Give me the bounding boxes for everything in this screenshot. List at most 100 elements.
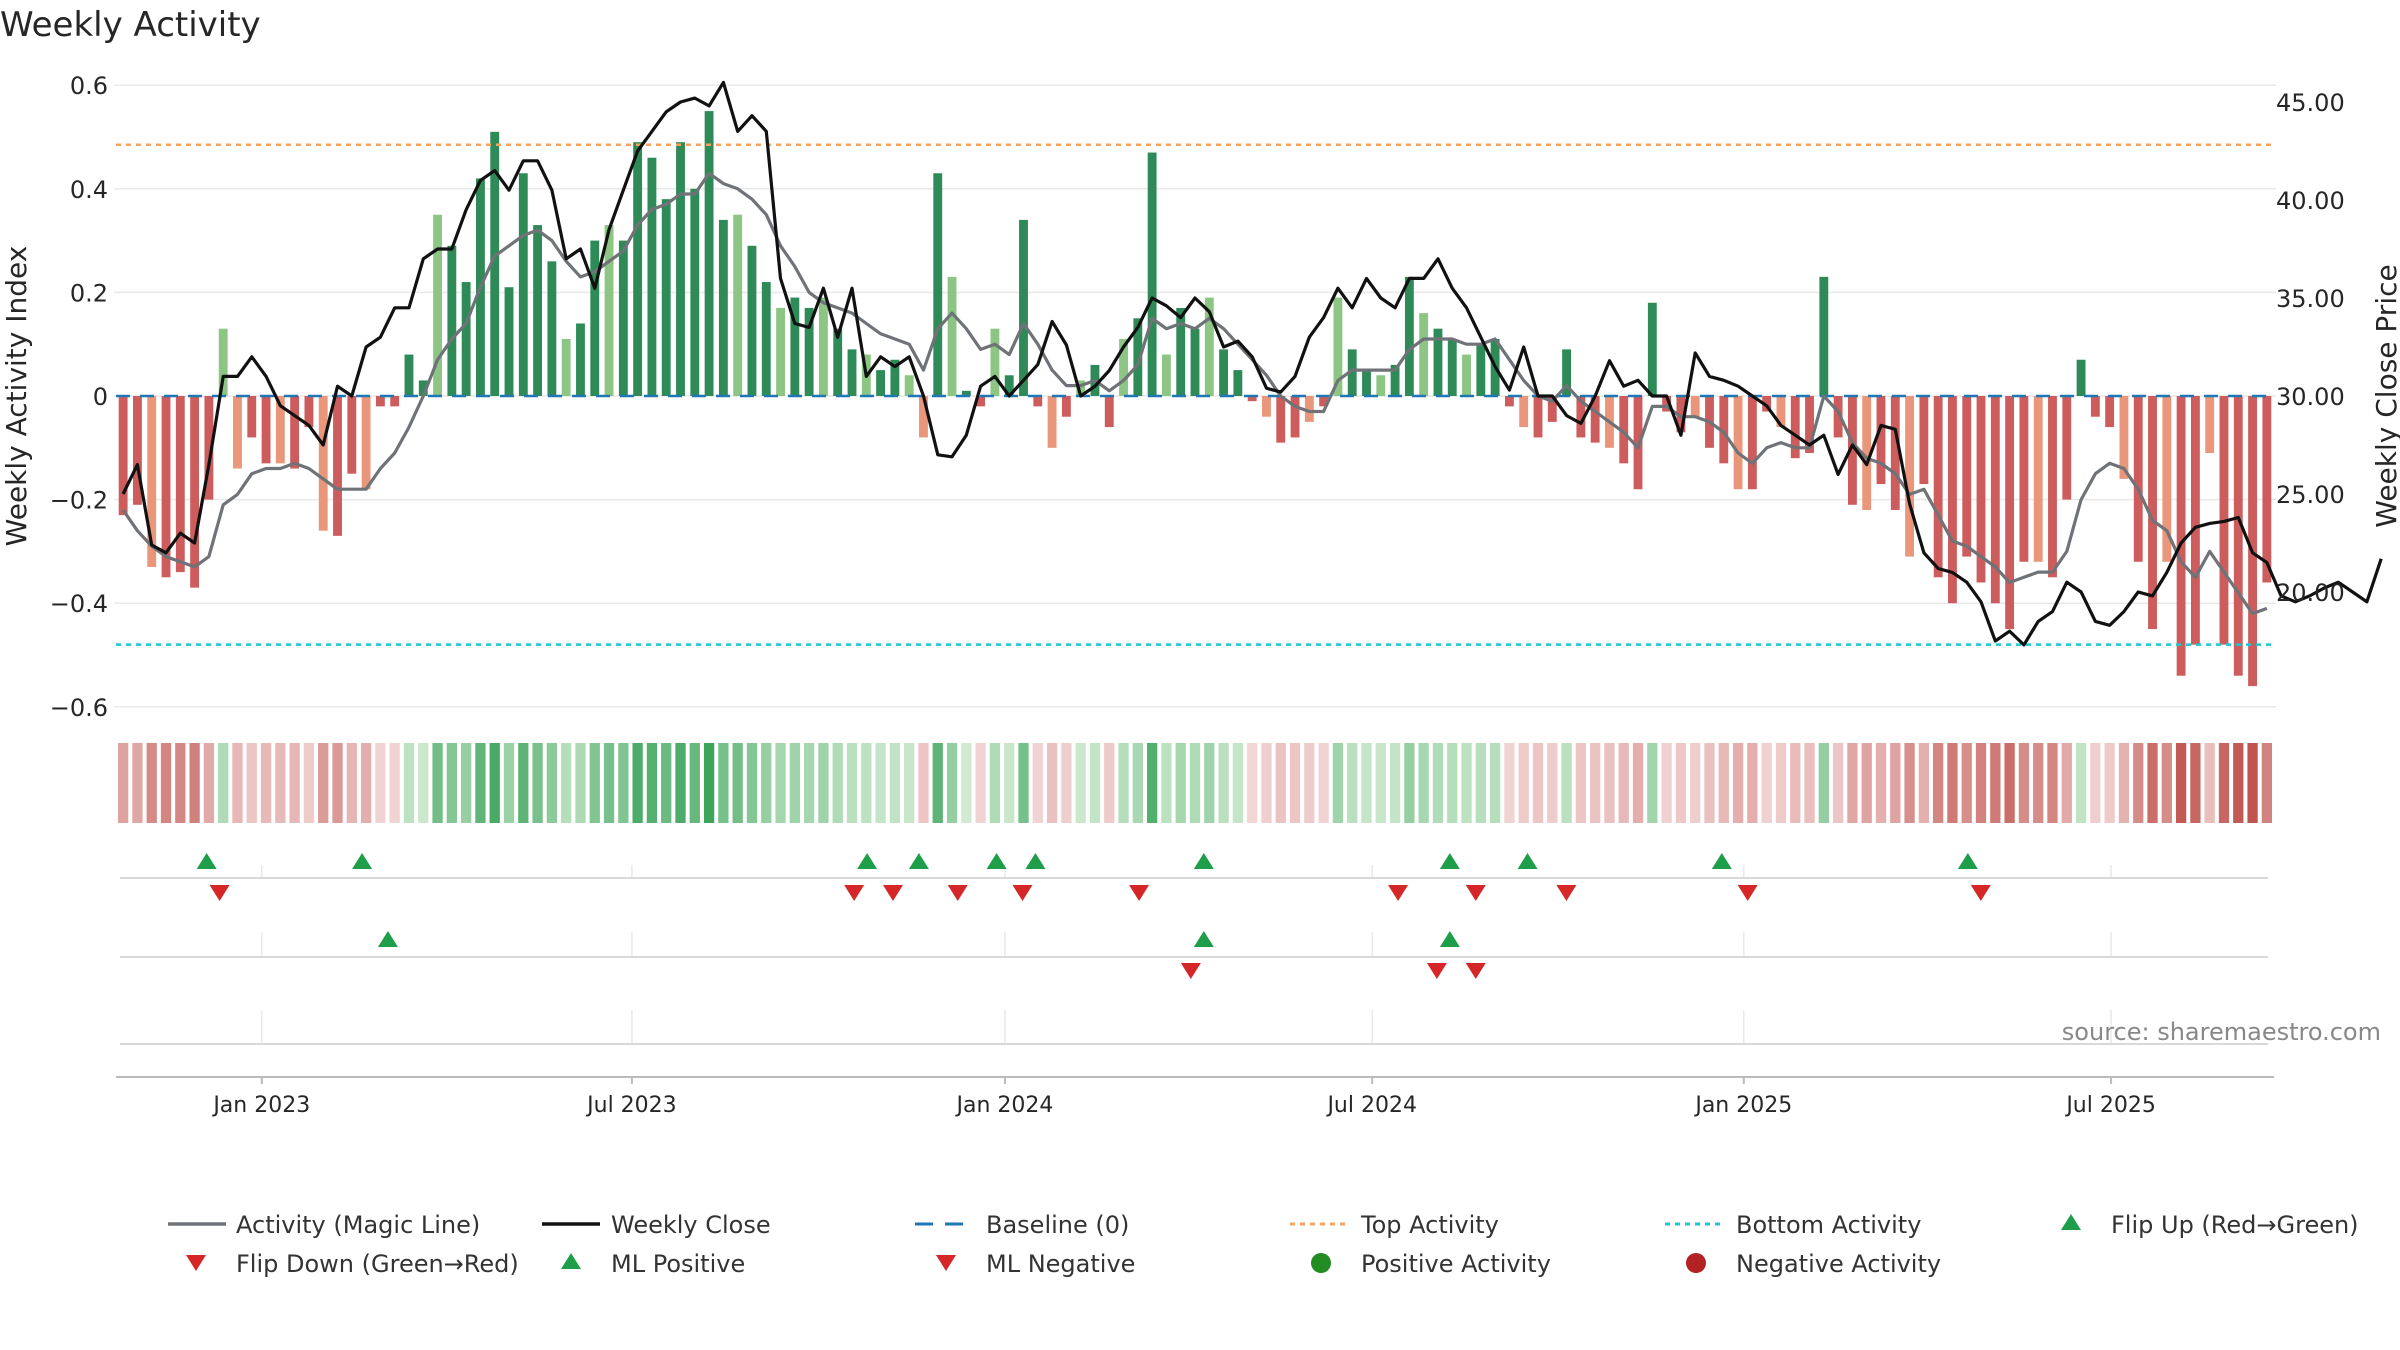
- activity-bar: [2019, 396, 2029, 562]
- activity-bar: [2162, 396, 2172, 562]
- flip-up-marker: [908, 853, 929, 869]
- activity-bar: [747, 245, 757, 396]
- activity-bar: [290, 396, 300, 469]
- legend-label: ML Negative: [986, 1250, 1135, 1278]
- activity-bar: [1847, 396, 1857, 505]
- legend-swatch-positive-activity: [1311, 1253, 1331, 1273]
- legend-label: ML Positive: [611, 1250, 745, 1278]
- activity-bar: [175, 396, 185, 573]
- grid-lines: [114, 84, 2276, 708]
- flip-up-marker: [196, 853, 217, 869]
- activity-bar: [961, 390, 971, 396]
- activity-bar: [1776, 396, 1786, 428]
- y-left-tick-label: 0: [93, 383, 108, 411]
- heat-strip-cell: [989, 743, 1001, 823]
- flip-up-marker: [986, 853, 1007, 869]
- ml-negative-marker: [1465, 963, 1486, 979]
- heat-strip-cell: [618, 743, 629, 823]
- activity-heat-strip: [118, 743, 2272, 823]
- heat-strip-cell: [2133, 743, 2144, 823]
- activity-bar: [704, 111, 714, 396]
- activity-bar: [1790, 396, 1800, 459]
- heat-strip-cell: [818, 743, 829, 823]
- activity-bar: [233, 396, 242, 469]
- heat-strip-cell: [1504, 743, 1515, 823]
- activity-bar: [1319, 396, 1329, 407]
- activity-bar: [733, 214, 743, 396]
- activity-bar: [1905, 396, 1914, 557]
- activity-bar: [1647, 302, 1657, 396]
- heat-strip-cell: [1832, 743, 1844, 823]
- heat-strip-cell: [2047, 743, 2058, 823]
- heat-strip-cell: [1747, 743, 1758, 823]
- flip-down-marker: [947, 885, 968, 901]
- legend-swatch-negative-activity: [1686, 1253, 1706, 1273]
- heat-strip-cell: [1432, 743, 1444, 823]
- heat-strip-cell: [203, 743, 215, 823]
- heat-strip-cell: [1204, 743, 1215, 823]
- activity-bar: [833, 328, 843, 396]
- heat-strip-cell: [1718, 743, 1729, 823]
- activity-bar: [1019, 219, 1028, 396]
- activity-bar: [1519, 396, 1529, 428]
- flip-down-marker: [883, 885, 903, 901]
- activity-bar: [1662, 396, 1672, 412]
- heat-strip-cell: [246, 743, 257, 823]
- activity-bar: [1633, 396, 1643, 490]
- activity-bar: [919, 396, 928, 438]
- heat-strip-cell: [1232, 743, 1244, 823]
- ml-positive-marker: [1193, 931, 1214, 947]
- heat-strip-cell: [675, 743, 686, 823]
- chart-title: Weekly Activity: [0, 5, 261, 45]
- activity-bar: [447, 245, 457, 396]
- activity-bar: [204, 396, 214, 500]
- heat-strip-cell: [932, 743, 943, 823]
- activity-bar: [247, 396, 257, 438]
- legend-label: Baseline (0): [986, 1211, 1129, 1239]
- activity-bar: [1733, 396, 1743, 490]
- activity-bar: [1476, 344, 1486, 396]
- heat-strip-cell: [1818, 743, 1829, 823]
- flip-up-marker: [1517, 853, 1538, 869]
- heat-strip-cell: [1618, 743, 1629, 823]
- heat-strip-cell: [861, 743, 872, 823]
- activity-bar: [1004, 375, 1014, 396]
- heat-strip-cell: [1332, 743, 1344, 823]
- heat-strip-cell: [1089, 743, 1101, 823]
- heat-strip-cell: [1032, 743, 1043, 823]
- heat-strip-cell: [2061, 743, 2072, 823]
- activity-bar: [2076, 359, 2086, 396]
- heat-strip-cell: [475, 743, 486, 823]
- heat-strip-cell: [446, 743, 457, 823]
- heat-strip-cell: [632, 743, 643, 823]
- activity-bar: [1533, 396, 1543, 438]
- heat-strip-cell: [2104, 743, 2115, 823]
- activity-bar: [2033, 396, 2043, 562]
- heat-strip-cell: [1275, 743, 1286, 823]
- heat-strip-cell: [589, 743, 600, 823]
- activity-bar: [576, 323, 585, 396]
- activity-bar: [561, 339, 571, 396]
- heat-strip-cell: [1590, 743, 1601, 823]
- heat-strip-cell: [1146, 743, 1158, 823]
- heat-strip-cell: [218, 743, 229, 823]
- activity-bar: [261, 396, 271, 464]
- legend-label: Flip Up (Red→Green): [2111, 1211, 2359, 1239]
- flip-up-marker: [1193, 853, 1214, 869]
- heat-strip-cell: [1904, 743, 1915, 823]
- flip-down-marker: [1737, 885, 1758, 901]
- heat-strip-cell: [2033, 743, 2044, 823]
- weekly-close-series: [121, 80, 2383, 647]
- heat-strip-cell: [289, 743, 300, 823]
- activity-bar: [790, 297, 800, 396]
- activity-bar: [2048, 396, 2057, 578]
- activity-bar: [275, 396, 285, 464]
- activity-bar: [1404, 276, 1414, 396]
- ml-negative-marker: [1180, 963, 1201, 979]
- activity-bar: [1876, 396, 1886, 485]
- activity-bar: [1833, 396, 1843, 438]
- activity-bar: [218, 328, 228, 396]
- heat-strip-cell: [1575, 743, 1587, 823]
- heat-strip-cell: [232, 743, 243, 823]
- activity-bar: [933, 173, 943, 396]
